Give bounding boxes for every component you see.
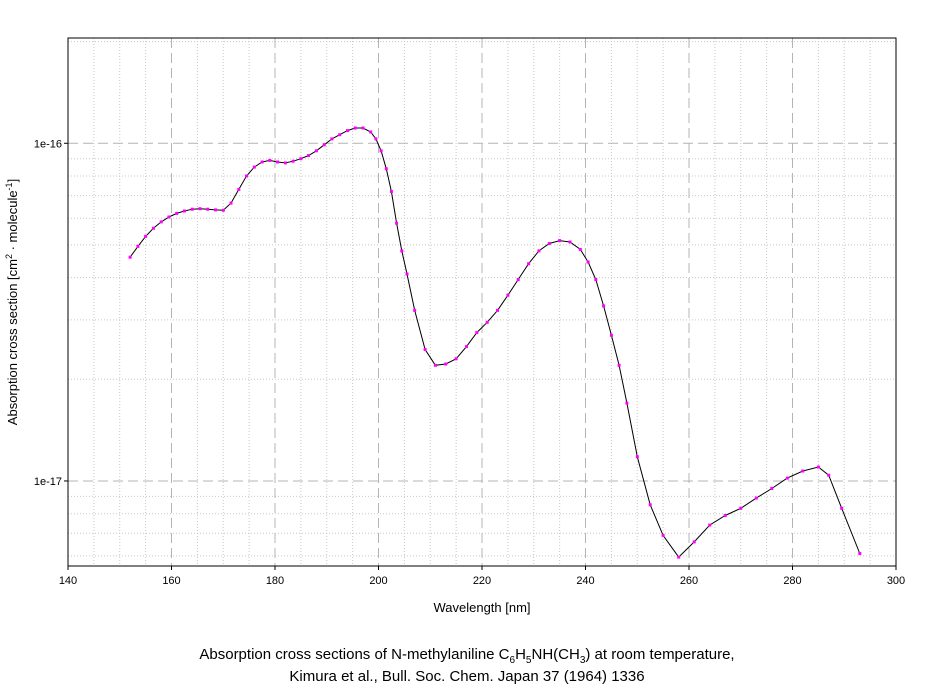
data-point (475, 331, 479, 335)
data-point (379, 149, 383, 153)
data-point (389, 190, 393, 193)
data-point (276, 160, 280, 164)
x-tick-label: 300 (887, 575, 905, 587)
data-point (299, 157, 303, 161)
tick-layer: 140 160 180 200 220 240 260 280 300 1e-16 1e-17 (34, 138, 905, 587)
data-point (677, 555, 681, 559)
data-point (465, 345, 468, 349)
data-point (816, 465, 820, 469)
x-axis-label: Wavelength [nm] (433, 600, 530, 615)
data-point (374, 137, 378, 141)
y-tick-label: 1e-16 (34, 138, 62, 150)
data-point (625, 401, 629, 405)
x-tick-label: 220 (473, 575, 491, 587)
data-point (578, 247, 582, 251)
data-point (136, 244, 140, 248)
data-point (661, 533, 665, 537)
data-point (739, 506, 743, 510)
data-point (423, 348, 427, 351)
data-point (723, 514, 727, 517)
marker-layer (128, 126, 862, 559)
data-point (609, 333, 613, 337)
data-point (635, 455, 639, 459)
data-point (128, 255, 132, 259)
data-point (485, 320, 489, 324)
y-tick-label: 1e-17 (34, 476, 62, 488)
x-tick-label: 160 (162, 575, 180, 587)
data-point (330, 137, 334, 141)
data-point (214, 208, 217, 212)
data-point (754, 496, 758, 500)
series-line (129, 127, 861, 558)
data-point (801, 469, 805, 473)
data-point (708, 523, 712, 527)
data-point (413, 308, 417, 312)
data-point (400, 249, 404, 253)
data-point (307, 154, 311, 157)
data-point (395, 221, 399, 225)
data-point (151, 226, 155, 230)
data-point (260, 160, 264, 164)
x-tick-label: 280 (783, 575, 801, 587)
data-point (405, 272, 409, 276)
data-point (144, 234, 148, 238)
chart-caption-line1: Absorption cross sections of N-methylani… (199, 646, 735, 666)
data-point (444, 362, 448, 366)
data-point (496, 308, 499, 312)
data-point (159, 220, 163, 224)
data-point (586, 260, 590, 264)
data-point (268, 158, 272, 162)
data-point (338, 133, 342, 137)
data-point (785, 476, 789, 480)
data-point (369, 130, 373, 134)
data-point (252, 165, 256, 169)
data-point (692, 540, 696, 544)
y-axis-label: Absorption cross section [cm2 · molecule… (4, 179, 20, 425)
data-point (858, 552, 862, 555)
data-point (384, 167, 388, 171)
data-point (190, 207, 194, 211)
data-point (568, 240, 572, 244)
data-point (840, 506, 844, 510)
data-point (617, 363, 621, 367)
data-point (827, 473, 831, 477)
data-point (314, 149, 318, 153)
data-point (558, 239, 562, 243)
data-point (283, 161, 287, 165)
x-tick-label: 140 (59, 575, 77, 587)
data-point (516, 278, 520, 281)
x-tick-label: 240 (576, 575, 594, 587)
data-point (198, 207, 202, 211)
data-point (346, 129, 349, 133)
data-point (353, 126, 357, 130)
x-tick-label: 200 (369, 575, 387, 587)
data-point (237, 187, 241, 191)
data-point (167, 215, 171, 219)
data-point (537, 249, 541, 253)
data-point (506, 293, 510, 297)
data-point (229, 201, 233, 205)
chart-caption-line2: Kimura et al., Bull. Soc. Chem. Japan 37… (289, 668, 645, 685)
data-point (322, 143, 326, 147)
grid-layer (68, 38, 896, 566)
data-point (175, 211, 179, 215)
data-point (594, 278, 598, 281)
data-point (245, 174, 248, 178)
data-point (454, 357, 458, 361)
chart-svg: 140 160 180 200 220 240 260 280 300 1e-16 1e-17 Wa… (4, 37, 905, 615)
data-point (527, 262, 531, 266)
data-point (291, 159, 295, 163)
x-tick-label: 180 (266, 575, 284, 587)
data-point (361, 126, 365, 130)
data-point (206, 207, 210, 211)
data-point (770, 487, 774, 490)
data-point (433, 363, 437, 367)
data-point (602, 304, 606, 308)
data-point (648, 503, 652, 507)
data-point (182, 209, 186, 213)
data-point (547, 242, 551, 245)
data-point (221, 208, 225, 212)
x-tick-label: 260 (680, 575, 698, 587)
